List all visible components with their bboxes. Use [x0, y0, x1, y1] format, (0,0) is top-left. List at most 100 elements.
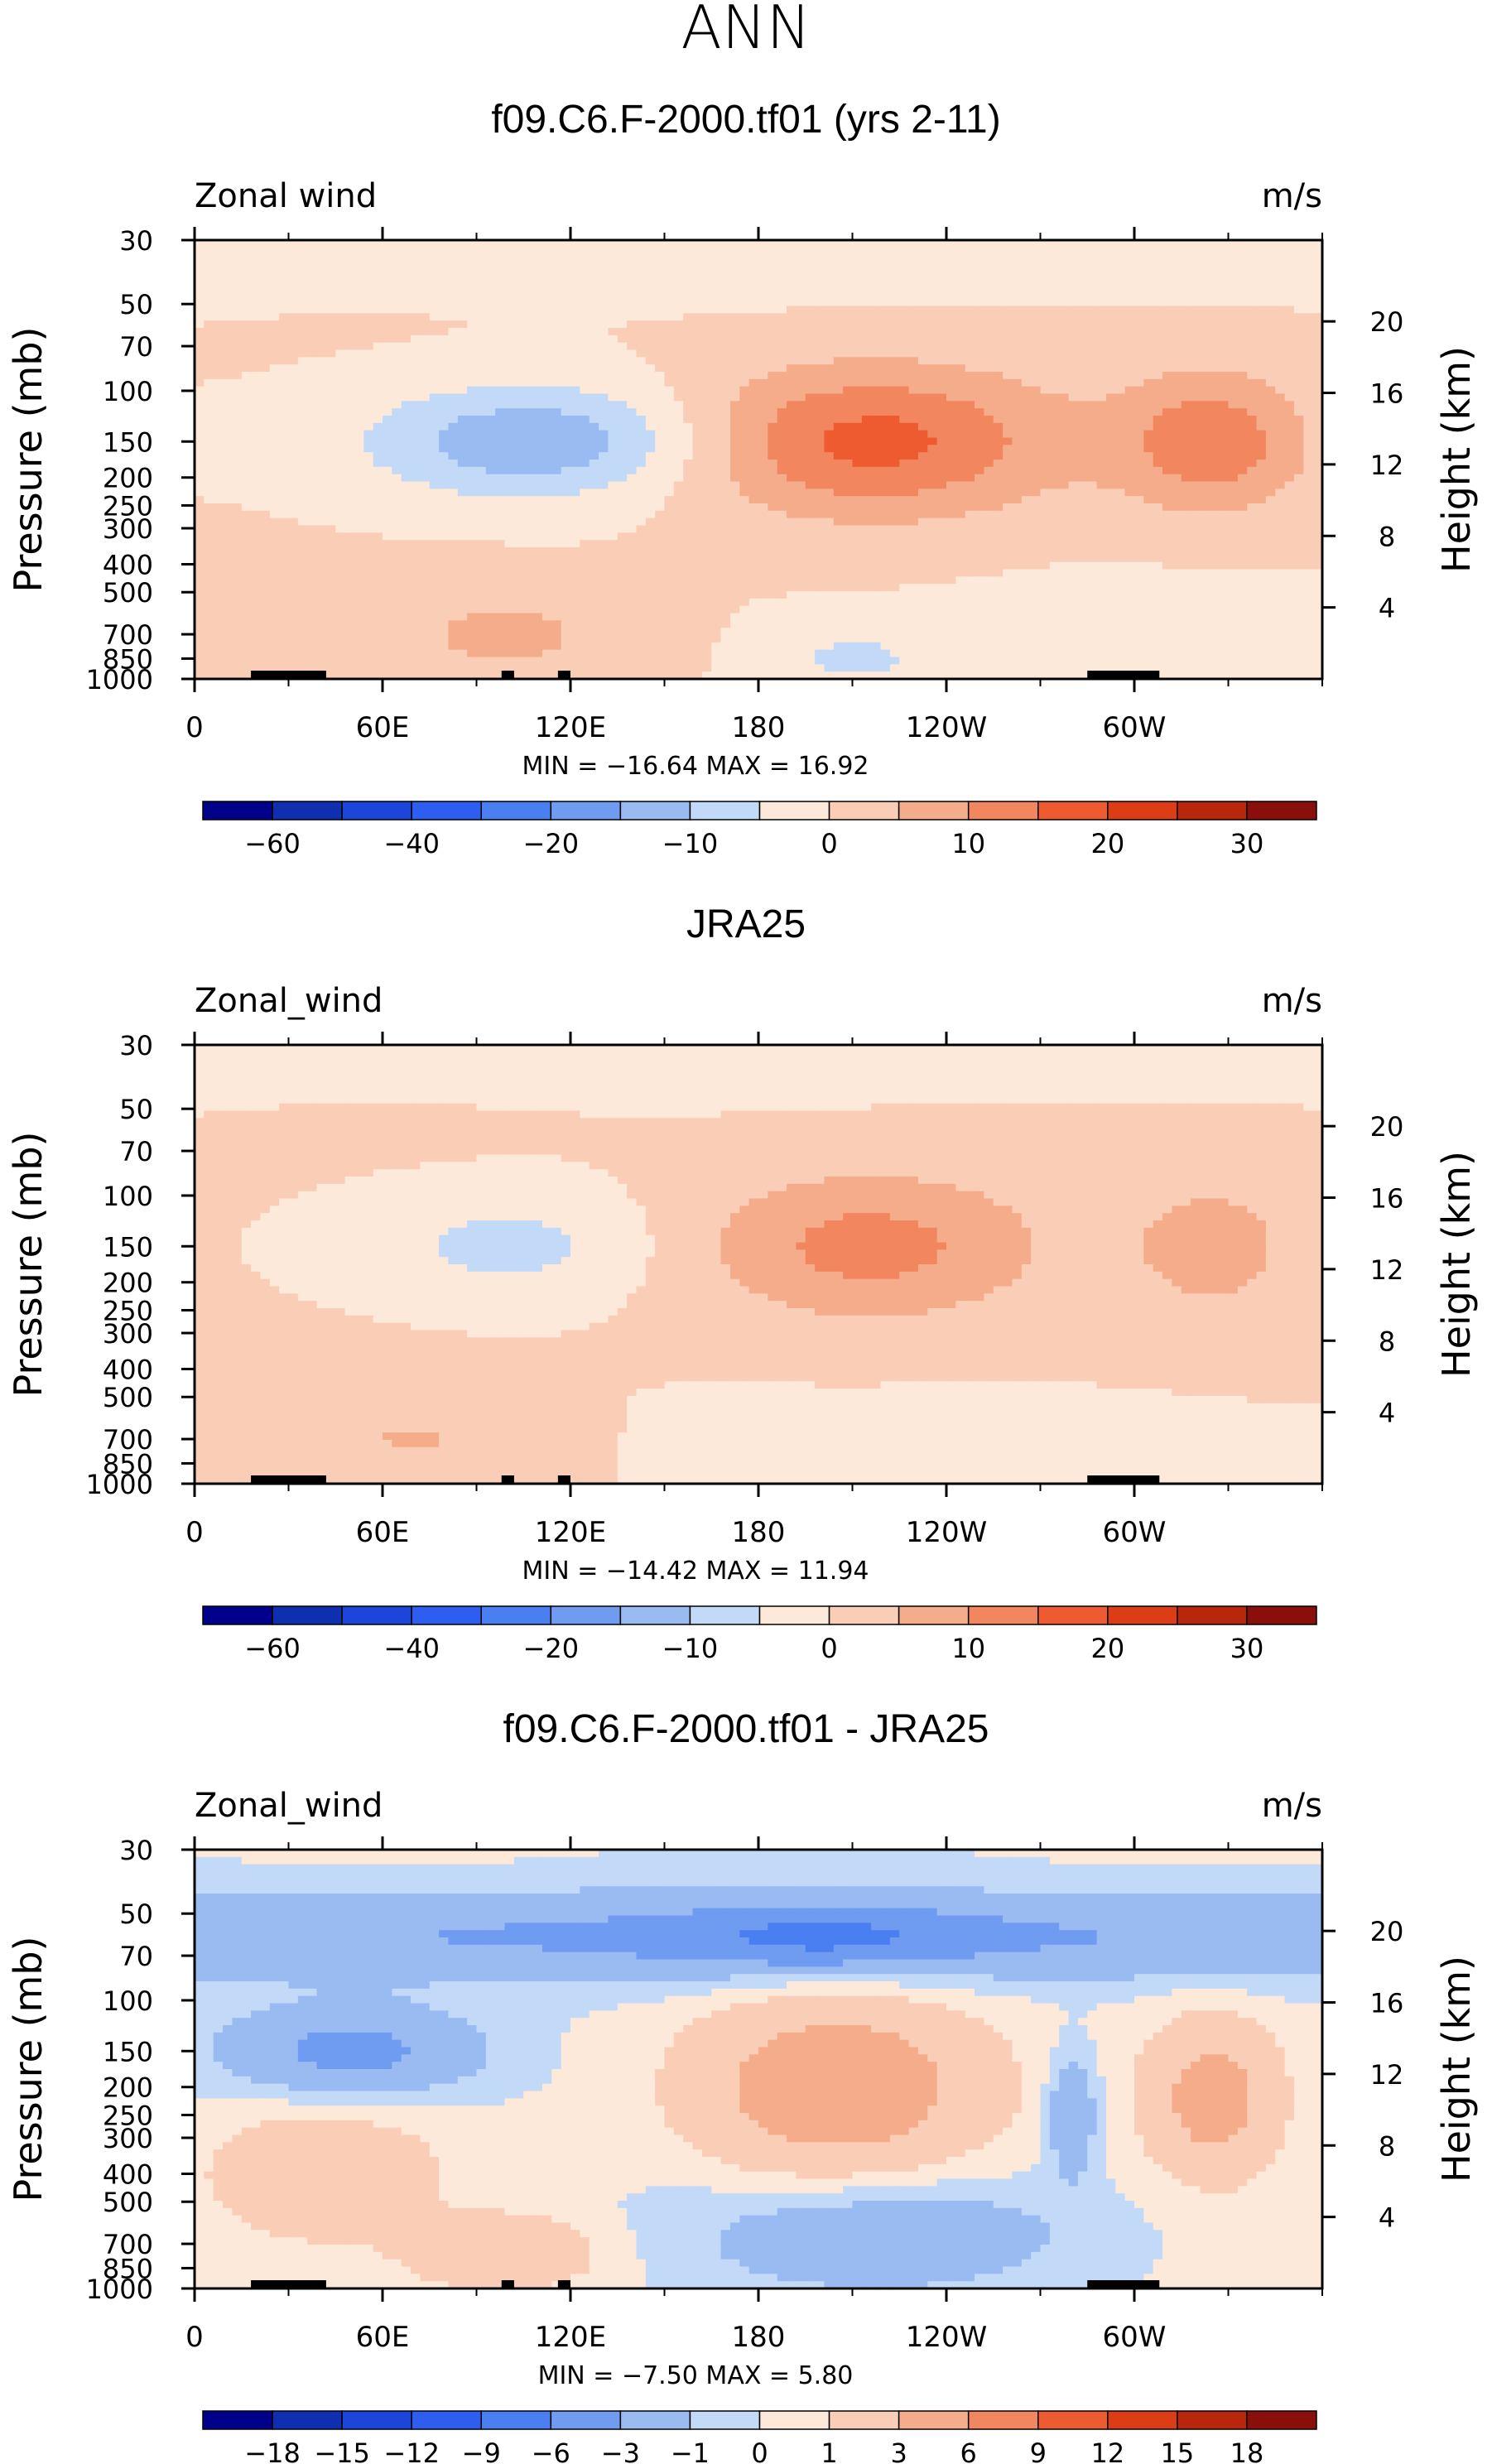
- y2-axis-title: Height (km): [1434, 1151, 1479, 1378]
- topography: [501, 671, 514, 679]
- pressure-tick-label: 200: [103, 2072, 153, 2104]
- pressure-tick-label: 200: [103, 463, 153, 494]
- units-label: m/s: [1262, 1787, 1322, 1825]
- topography: [251, 671, 326, 679]
- pressure-tick-label: 50: [119, 1094, 153, 1125]
- x-tick-label: 60E: [356, 711, 410, 744]
- pressure-tick-label: 150: [103, 2036, 153, 2067]
- colorbar-label: −9: [462, 2438, 501, 2464]
- y-axis-title: Pressure (mb): [6, 1937, 51, 2202]
- colorbar-label: 15: [1161, 2438, 1195, 2464]
- colorbar-label: 20: [1090, 1633, 1124, 1664]
- height-tick-label: 20: [1370, 1111, 1404, 1143]
- colorbar-label: −20: [523, 1633, 580, 1664]
- colorbar-swatch: [758, 1605, 830, 1625]
- colorbar-label: −60: [244, 828, 301, 859]
- pressure-tick-label: 1000: [86, 2274, 153, 2305]
- topography: [251, 2280, 326, 2288]
- height-tick-label: 20: [1370, 306, 1404, 338]
- height-tick-label: 4: [1379, 2202, 1395, 2234]
- colorbar-swatch: [341, 1605, 412, 1625]
- pressure-tick-label: 150: [103, 426, 153, 458]
- panel-model: f09.C6.F-2000.tf01 (yrs 2-11) Zonal wind m…: [6, 98, 1479, 859]
- colorbar-swatch: [272, 2410, 343, 2430]
- x-tick-label: 180: [732, 711, 786, 744]
- colorbar-swatch: [619, 2410, 691, 2430]
- variable-label: Zonal wind: [195, 177, 377, 215]
- colorbar-swatch: [619, 1605, 691, 1625]
- pressure-tick-label: 500: [103, 577, 153, 609]
- colorbar-swatch: [550, 801, 622, 821]
- pressure-tick-label: 850: [103, 2253, 153, 2284]
- colorbar-swatch: [550, 2410, 622, 2430]
- pressure-tick-label: 30: [119, 1030, 153, 1061]
- colorbar-label: 30: [1230, 1633, 1264, 1664]
- colorbar-swatch: [967, 1605, 1039, 1625]
- pressure-tick-label: 70: [119, 1941, 153, 1972]
- colorbar-swatch: [341, 2410, 412, 2430]
- topography: [1087, 1475, 1160, 1484]
- colorbar-label: 9: [1030, 2438, 1047, 2464]
- height-tick-label: 4: [1379, 593, 1395, 624]
- topography: [1087, 671, 1160, 679]
- panel-difference: f09.C6.F-2000.tf01 - JRA25 Zonal_wind m/s 0…: [6, 1707, 1479, 2464]
- colorbar-swatch: [758, 2410, 830, 2430]
- min-max-stats: MIN = −16.64 MAX = 16.92: [522, 752, 869, 781]
- colorbar-swatch: [1107, 801, 1178, 821]
- pressure-tick-label: 700: [103, 1424, 153, 1456]
- pressure-tick-label: 700: [103, 619, 153, 651]
- contour-field: [195, 240, 1322, 679]
- colorbar-swatch: [967, 801, 1039, 821]
- x-tick-label: 60E: [356, 1516, 410, 1549]
- colorbar-label: −40: [383, 828, 440, 859]
- height-tick-label: 12: [1370, 450, 1404, 481]
- pressure-tick-label: 200: [103, 1268, 153, 1299]
- colorbar-swatch: [341, 801, 412, 821]
- colorbar-swatch: [1107, 1605, 1178, 1625]
- y-axis-title: Pressure (mb): [6, 327, 51, 593]
- colorbar-swatch: [898, 1605, 970, 1625]
- colorbar-swatch: [411, 801, 482, 821]
- pressure-tick-label: 30: [119, 1835, 153, 1866]
- colorbar-swatch: [1177, 1605, 1248, 1625]
- height-tick-label: 16: [1370, 1988, 1404, 2019]
- x-tick-label: 120W: [906, 2321, 988, 2354]
- x-tick-label: 60W: [1103, 1516, 1167, 1549]
- pressure-tick-label: 50: [119, 289, 153, 320]
- colorbar-label: 12: [1090, 2438, 1124, 2464]
- x-tick-label: 0: [185, 2321, 204, 2354]
- colorbar-swatch: [480, 801, 552, 821]
- colorbar-label: −12: [383, 2438, 440, 2464]
- height-tick-label: 8: [1379, 521, 1395, 552]
- colorbar-label: 20: [1090, 828, 1124, 859]
- pressure-tick-label: 100: [103, 1985, 153, 2017]
- pressure-tick-label: 250: [103, 490, 153, 522]
- colorbar-label: −10: [662, 828, 719, 859]
- height-tick-label: 8: [1379, 1326, 1395, 1357]
- colorbar-swatch: [272, 1605, 343, 1625]
- colorbar-swatch: [758, 801, 830, 821]
- colorbar-swatch: [1177, 801, 1248, 821]
- pressure-tick-label: 400: [103, 2159, 153, 2191]
- colorbar-label: 0: [751, 2438, 768, 2464]
- colorbar-label: −60: [244, 1633, 301, 1664]
- height-tick-label: 4: [1379, 1398, 1395, 1429]
- colorbar-swatch: [1037, 1605, 1109, 1625]
- x-tick-label: 120W: [906, 1516, 988, 1549]
- pressure-tick-label: 30: [119, 225, 153, 257]
- pressure-tick-label: 500: [103, 2187, 153, 2218]
- pressure-tick-label: 250: [103, 2100, 153, 2131]
- topography: [557, 671, 570, 679]
- colorbar-label: −10: [662, 1633, 719, 1664]
- x-tick-label: 180: [732, 1516, 786, 1549]
- topography: [557, 1475, 570, 1484]
- pressure-tick-label: 500: [103, 1382, 153, 1413]
- x-tick-label: 120E: [535, 1516, 606, 1549]
- variable-label: Zonal_wind: [195, 982, 383, 1020]
- pressure-tick-label: 1000: [86, 664, 153, 695]
- colorbar-label: 3: [890, 2438, 907, 2464]
- topography: [557, 2280, 570, 2288]
- height-tick-label: 8: [1379, 2130, 1395, 2162]
- pressure-tick-label: 400: [103, 1355, 153, 1386]
- topography: [1087, 2280, 1160, 2288]
